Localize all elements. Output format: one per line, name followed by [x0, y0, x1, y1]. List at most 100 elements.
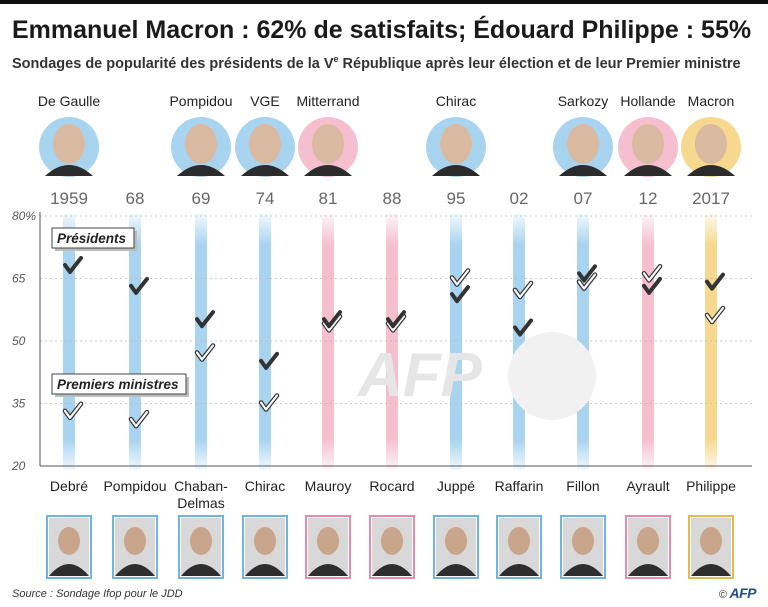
portrait-face [312, 124, 344, 164]
minister-mark-1959 [62, 401, 84, 421]
portrait-suit [432, 165, 480, 176]
minister-name-chirac: Chirac [245, 478, 285, 494]
portrait-face [508, 527, 530, 555]
portrait-suit [245, 564, 285, 576]
band-69 [195, 214, 207, 470]
year-label-07: 07 [574, 189, 593, 208]
portrait-face [124, 527, 146, 555]
president-mark-74 [259, 351, 279, 370]
y-tick-label: 80% [12, 209, 36, 223]
subtitle-text-end: République après leur élection et de leu… [338, 55, 741, 72]
band-02 [513, 214, 525, 470]
portrait-suit [691, 564, 731, 576]
band-88 [386, 214, 398, 470]
portrait-suit [45, 165, 93, 176]
band-1959 [63, 214, 75, 470]
portrait-suit [628, 564, 668, 576]
band-12 [642, 214, 654, 470]
portrait-face [445, 527, 467, 555]
portrait-suit [177, 165, 225, 176]
y-tick-label: 50 [12, 334, 26, 348]
legend-presidents-label: Présidents [57, 231, 127, 246]
president-name-vge: VGE [250, 93, 280, 109]
president-name-chirac: Chirac [436, 93, 476, 109]
minister-name-debre: Debré [50, 478, 88, 494]
minister-mark-07 [576, 272, 598, 291]
source-note: Source : Sondage Ifop pour le JDD [12, 588, 183, 600]
portrait-suit [372, 564, 412, 576]
year-label-69: 69 [192, 189, 211, 208]
minister-mark-81-fill [322, 315, 342, 332]
page-title: Emmanuel Macron : 62% de satisfaits; Édo… [12, 16, 752, 44]
band-68 [129, 214, 141, 470]
page-subtitle: Sondages de popularité des présidents de… [12, 54, 741, 72]
minister-mark-81 [321, 314, 343, 333]
portrait-face [567, 124, 599, 164]
president-mark-95 [450, 285, 470, 304]
president-name-pompidou: Pompidou [169, 93, 232, 109]
portrait-suit [304, 165, 352, 176]
legend-ministers-label: Premiers ministres [57, 377, 179, 392]
minister-name-ayrault: Ayrault [626, 478, 669, 494]
minister-mark-68-fill [129, 411, 149, 428]
band-2017 [705, 214, 717, 470]
year-label-1959: 1959 [50, 189, 88, 208]
legend-presidents-box [51, 227, 135, 249]
portrait-face [53, 124, 85, 164]
portrait-suit [499, 564, 539, 576]
legend-ministers-box [51, 373, 187, 395]
y-tick-label: 20 [11, 459, 26, 473]
president-mark-68 [129, 276, 149, 295]
minister-mark-88 [385, 314, 407, 333]
portrait-suit [115, 564, 155, 576]
minister-mark-02-fill [513, 281, 533, 299]
minister-name-chaban: Chaban- [174, 478, 228, 494]
copyright-mark: © [718, 589, 727, 601]
band-74 [259, 214, 271, 470]
year-label-2017: 2017 [692, 189, 730, 208]
minister-mark-68 [128, 409, 150, 429]
minister-name-mauroy: Mauroy [305, 478, 352, 494]
minister-mark-95-fill [450, 269, 470, 286]
president-mark-2017 [705, 272, 725, 291]
minister-mark-1959-fill [63, 402, 83, 419]
portrait-face [317, 527, 339, 555]
minister-mark-2017 [704, 305, 726, 325]
portrait-suit [436, 564, 476, 576]
year-label-81: 81 [319, 189, 338, 208]
portrait-face [572, 527, 594, 555]
minister-name-juppe: Juppé [437, 478, 475, 494]
portrait-face [190, 527, 212, 555]
subtitle-text: Sondages de popularité des présidents de… [12, 55, 334, 72]
president-mark-02 [513, 318, 533, 337]
portrait-face [440, 124, 472, 164]
minister-mark-69-fill [195, 344, 215, 361]
president-name-de-gaulle: De Gaulle [38, 93, 100, 109]
y-tick-label: 65 [12, 272, 26, 286]
president-name-macron: Macron [688, 93, 735, 109]
y-tick-label: 35 [12, 397, 26, 411]
afp-logo-text: AFP [729, 585, 757, 601]
minister-name-philippe: Philippe [686, 478, 736, 494]
minister-name-rocard: Rocard [369, 478, 414, 494]
president-mark-12 [642, 276, 662, 295]
minister-mark-95 [449, 268, 471, 287]
portrait-face [185, 124, 217, 164]
minister-mark-74-fill [259, 394, 279, 411]
portrait-suit [308, 564, 348, 576]
president-mark-69 [195, 310, 215, 329]
president-mark-81 [322, 310, 342, 329]
portrait-suit [181, 564, 221, 576]
portrait-suit [563, 564, 603, 576]
portrait-suit [687, 165, 735, 176]
portrait-suit [624, 165, 672, 176]
minister-name-raffarin: Raffarin [495, 478, 544, 494]
portrait-face [249, 124, 281, 164]
president-name-sarkozy: Sarkozy [558, 93, 609, 109]
president-name-hollande: Hollande [620, 93, 675, 109]
portrait-suit [559, 165, 607, 176]
minister-name-pompidou: Pompidou [103, 478, 166, 494]
year-label-68: 68 [126, 189, 145, 208]
watermark-globe [508, 332, 596, 420]
president-name-mitterrand: Mitterrand [296, 93, 359, 109]
